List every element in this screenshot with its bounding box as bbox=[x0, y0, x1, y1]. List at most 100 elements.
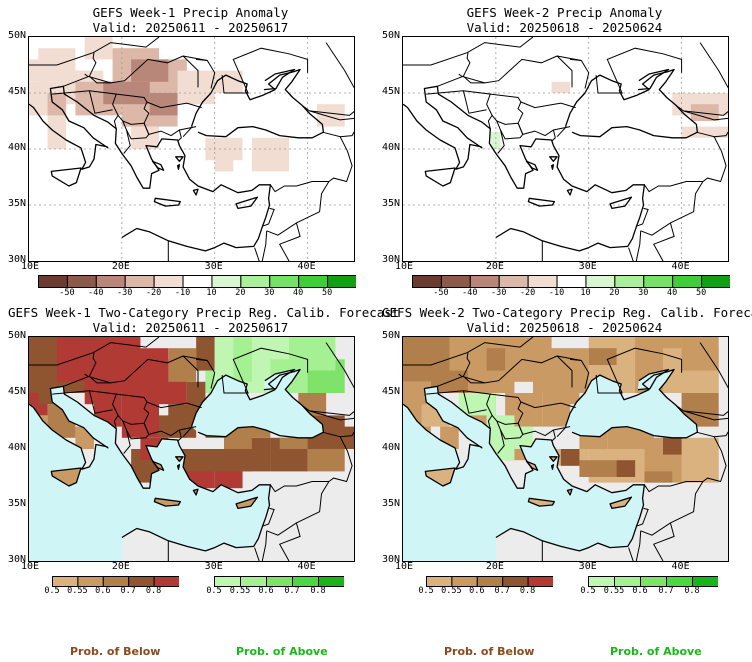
data-cell bbox=[196, 337, 215, 371]
country-border bbox=[196, 358, 208, 361]
sea-azov bbox=[637, 369, 669, 390]
anomaly-colorbar-label: -40 bbox=[462, 288, 478, 298]
sea-areas bbox=[403, 369, 698, 561]
country-border bbox=[517, 123, 571, 137]
country-border bbox=[122, 420, 145, 425]
colorbar-swatch bbox=[451, 576, 478, 587]
data-cell bbox=[560, 449, 580, 466]
map-week1-anomaly bbox=[28, 36, 355, 262]
coastline-black bbox=[190, 68, 325, 139]
prob-below-colorbar-label: 0.8 bbox=[519, 586, 536, 596]
country-border bbox=[182, 126, 193, 138]
title-line: GEFS Week-2 Two-Category Precip Reg. Cal… bbox=[382, 305, 752, 320]
colorbar-swatch bbox=[153, 576, 180, 587]
data-cell bbox=[177, 70, 215, 105]
country-border bbox=[301, 342, 354, 416]
country-border bbox=[683, 110, 728, 138]
country-border bbox=[52, 390, 119, 429]
country-border bbox=[177, 429, 182, 442]
colorbar-swatch bbox=[672, 275, 703, 288]
country-border bbox=[146, 101, 202, 109]
lon-label: 40E bbox=[297, 261, 316, 272]
island-fill bbox=[610, 497, 632, 509]
country-border bbox=[266, 181, 330, 236]
lon-label: 40E bbox=[671, 261, 690, 272]
prob-below-colorbar-label: 0.8 bbox=[145, 586, 162, 596]
lon-label: 20E bbox=[111, 561, 130, 572]
lon-label: 10E bbox=[394, 261, 414, 272]
country-borders bbox=[403, 37, 728, 261]
country-border bbox=[301, 42, 354, 116]
lat-label: 50N bbox=[381, 330, 400, 341]
lat-label: 35N bbox=[7, 198, 26, 209]
data-cell bbox=[121, 393, 159, 438]
data-cell bbox=[177, 449, 252, 472]
island bbox=[525, 160, 539, 171]
prob-below-colorbar-label: 0.7 bbox=[120, 586, 136, 596]
country-border bbox=[517, 423, 571, 437]
data-cell bbox=[214, 70, 243, 93]
colorbar-swatch bbox=[298, 275, 329, 288]
anomaly-colorbar-label: -20 bbox=[519, 288, 536, 298]
colorbar-swatch bbox=[327, 275, 358, 288]
colorbar-swatch bbox=[440, 275, 471, 288]
panel-title-w1-prob: GEFS Week-1 Two-Category Precip Reg. Cal… bbox=[8, 305, 399, 335]
lat-label: 45N bbox=[7, 86, 26, 97]
country-border bbox=[497, 429, 505, 454]
country-border bbox=[557, 355, 590, 389]
prob-above-colorbar-label: 0.7 bbox=[284, 586, 300, 596]
country-border bbox=[88, 352, 97, 377]
prob-above-colorbar-label: 0.8 bbox=[684, 586, 700, 596]
prob-below-colorbar bbox=[52, 573, 180, 592]
colorbar-swatch bbox=[38, 275, 68, 288]
country-border bbox=[675, 342, 728, 416]
lon-label: 10E bbox=[20, 561, 40, 572]
coastline-med bbox=[29, 85, 272, 252]
anomaly-colorbar-label: 10 bbox=[580, 288, 591, 298]
island-fill bbox=[175, 456, 184, 462]
colorbar-swatch bbox=[498, 275, 529, 288]
coastlines bbox=[29, 368, 325, 552]
panel-title-w2-prob: GEFS Week-2 Two-Category Precip Reg. Cal… bbox=[382, 305, 752, 335]
island bbox=[192, 188, 199, 196]
country-border bbox=[556, 426, 567, 438]
anomaly-colorbar-label: 20 bbox=[609, 288, 620, 298]
panel-title-w1-anom: GEFS Week-1 Precip Anomaly Valid: 202506… bbox=[28, 5, 353, 35]
island bbox=[550, 464, 555, 470]
lon-label: 30E bbox=[578, 261, 597, 272]
anomaly-colorbar bbox=[412, 274, 732, 293]
anomaly-colorbar bbox=[38, 274, 358, 293]
title-line: GEFS Week-1 Precip Anomaly bbox=[92, 5, 289, 20]
coastlines bbox=[403, 368, 699, 552]
colorbar-swatch bbox=[469, 275, 500, 288]
data-cell bbox=[251, 137, 289, 172]
country-border bbox=[520, 101, 576, 109]
data-cell bbox=[491, 132, 501, 149]
country-border bbox=[556, 126, 567, 138]
data-cell bbox=[588, 348, 617, 365]
anomaly-colorbar-label: -50 bbox=[59, 288, 75, 298]
prob-below-colorbar bbox=[426, 573, 554, 592]
anomaly-colorbar-label: -50 bbox=[433, 288, 449, 298]
country-border bbox=[84, 73, 111, 84]
lat-label: 40N bbox=[7, 442, 26, 453]
map-week2-probability bbox=[402, 336, 729, 562]
country-border bbox=[254, 530, 268, 561]
prob-above-colorbar bbox=[214, 573, 345, 592]
prob-below-colorbar-label: 0.6 bbox=[469, 586, 485, 596]
country-border bbox=[261, 507, 275, 527]
prob-below-label-left: Prob. of Below bbox=[70, 645, 161, 658]
coastlines bbox=[403, 68, 699, 252]
lon-label: 30E bbox=[578, 561, 597, 572]
colorbar-swatch bbox=[666, 576, 693, 587]
country-borders bbox=[29, 337, 354, 561]
colorbar-swatch bbox=[211, 275, 242, 288]
island bbox=[549, 156, 558, 162]
island-fill bbox=[425, 468, 455, 486]
sea-med bbox=[403, 386, 645, 561]
country-border bbox=[462, 352, 471, 377]
colorbar-swatch bbox=[476, 576, 504, 587]
coastline-azov bbox=[263, 368, 296, 391]
prob-below-colorbar-label: 0.5 bbox=[418, 586, 434, 596]
colorbar-swatch bbox=[128, 576, 155, 587]
